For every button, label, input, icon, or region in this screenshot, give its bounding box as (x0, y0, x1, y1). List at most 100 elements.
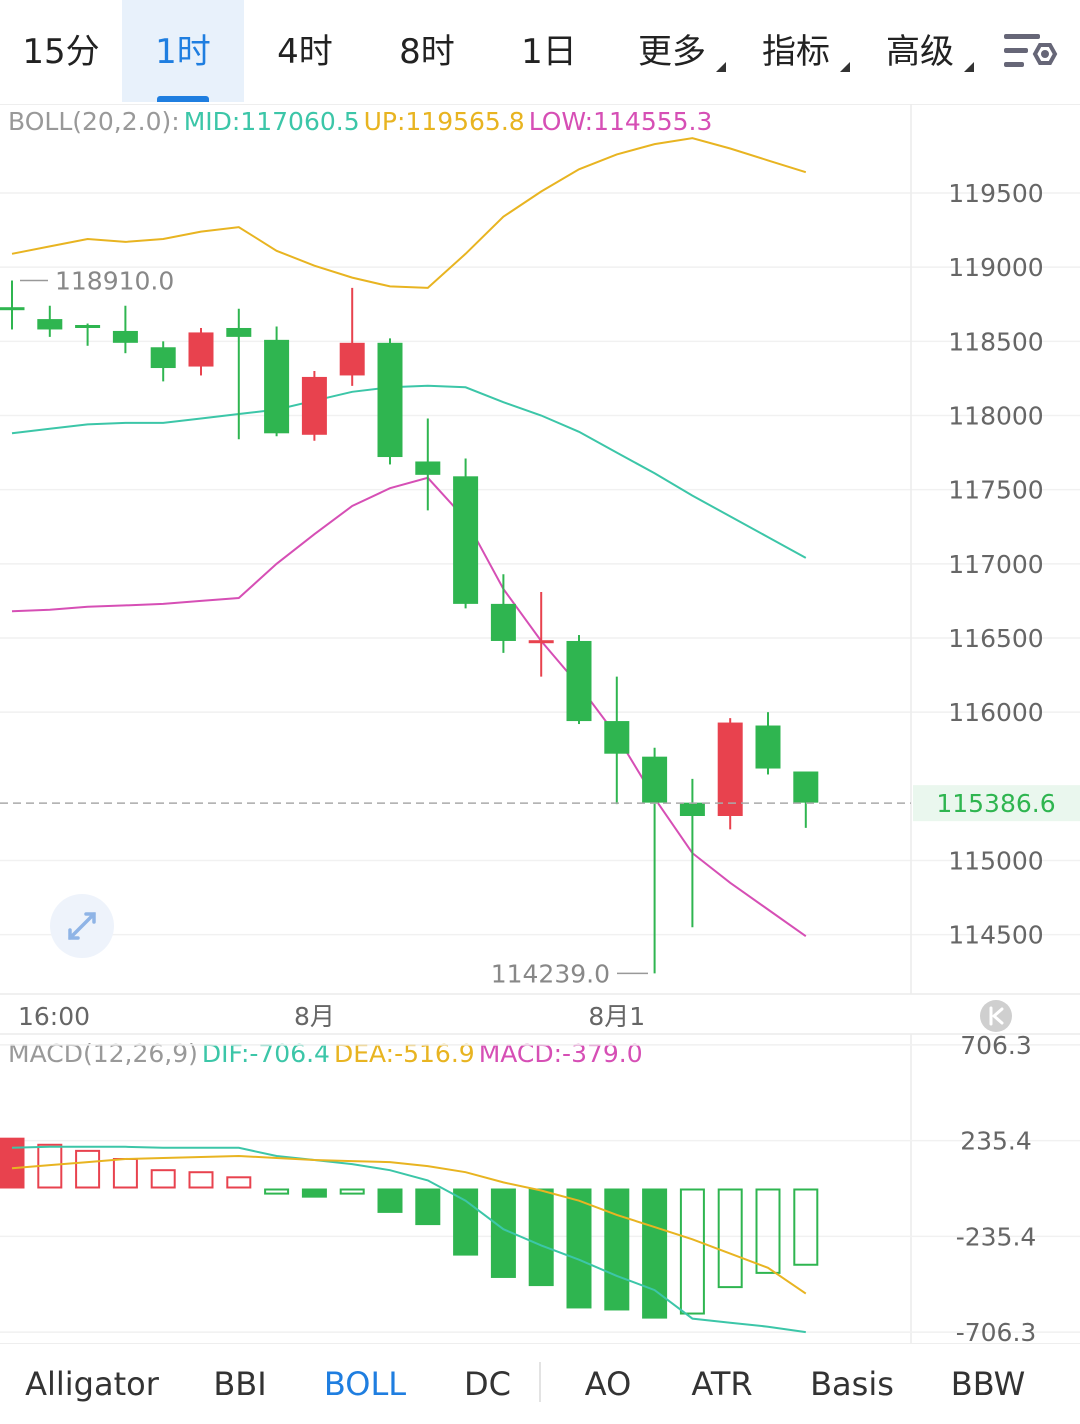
y-axis-tick-label: 116000 (948, 698, 1043, 727)
candle-body (377, 342, 403, 458)
macd-histogram-bar (301, 1188, 327, 1198)
active-tab-indicator (157, 96, 209, 102)
low-marker-label: 114239.0 (491, 959, 610, 988)
y-axis-tick-label: 119500 (948, 179, 1043, 208)
macd-histogram-bar (75, 1149, 101, 1189)
macd-histogram-bar (188, 1171, 214, 1189)
macd-histogram-bar (642, 1188, 668, 1319)
indicator-tab-dc[interactable]: DC (464, 1365, 511, 1403)
current-price-badge (913, 785, 1080, 822)
y-axis-tick-label: 118500 (948, 327, 1043, 356)
y-axis-tick-label: 119000 (948, 253, 1043, 282)
candle-body (793, 771, 819, 803)
y-axis-tick-label: 114500 (948, 921, 1043, 950)
macd-dea-line (11, 1154, 807, 1295)
boll-legend-low: LOW:114555.3 (528, 107, 713, 136)
indicator-tab-bbw[interactable]: BBW (950, 1365, 1026, 1403)
boll-legend-up: UP:119565.8 (363, 107, 525, 136)
macd-y-tick-label: -235.4 (956, 1222, 1037, 1251)
boll-up-line (11, 137, 807, 289)
macd-histogram-bar (264, 1188, 290, 1195)
candle-body (150, 347, 176, 369)
candle-body (679, 802, 705, 816)
candle-body (37, 319, 63, 330)
candle-body (490, 603, 516, 641)
y-axis-tick-label: 117500 (948, 476, 1043, 505)
candle-body (528, 640, 554, 644)
x-axis-tick-label: 8月 (294, 1002, 335, 1031)
macd-histogram-bar (339, 1188, 365, 1195)
candle-body (642, 756, 668, 803)
tab-15m[interactable]: 15分 (22, 32, 100, 72)
timeframe-bar: 15分 1时 4时 8时 1日 更多 指标 高级 (0, 0, 1080, 105)
macd-legend: MACD(12,26,9) DIF:-706.4 DEA:-516.9 MACD:-3… (8, 1039, 647, 1068)
indicator-tab-bbi[interactable]: BBI (213, 1365, 267, 1403)
dropdown-arrow-icon (716, 62, 726, 72)
boll-legend-mid: MID:117060.5 (183, 107, 360, 136)
y-axis-tick-label: 118000 (948, 402, 1043, 431)
tab-more[interactable]: 更多 (610, 0, 734, 102)
macd-histogram-bar (377, 1188, 403, 1213)
macd-legend-name: MACD(12,26,9) (8, 1039, 198, 1068)
tab-8h[interactable]: 8时 (399, 32, 455, 72)
macd-histogram-bar (717, 1188, 743, 1289)
boll-mid-line (11, 384, 807, 559)
chart-settings-icon[interactable] (1002, 28, 1058, 78)
candle-body (301, 376, 327, 435)
candle-body (75, 325, 101, 328)
macd-histogram-bar (755, 1188, 781, 1274)
current-price-label: 115386.6 (936, 789, 1055, 818)
indicator-tab-atr[interactable]: ATR (691, 1365, 753, 1403)
macd-y-tick-label: 235.4 (960, 1127, 1032, 1156)
tab-4h[interactable]: 4时 (277, 32, 333, 72)
candle-body (0, 307, 25, 311)
candle-body (339, 342, 365, 376)
candle-body (226, 327, 252, 337)
price-chart[interactable]: 115386.6 118910.0 114239.0 119500 119000 118… (0, 0, 1080, 1343)
macd-histogram-bar (0, 1137, 25, 1189)
tab-1d[interactable]: 1日 (521, 32, 577, 72)
candle-body (755, 725, 781, 769)
tab-divider (539, 1362, 541, 1402)
dropdown-arrow-icon (964, 62, 974, 72)
candle-body (188, 332, 214, 367)
macd-histogram-bar (528, 1188, 554, 1287)
indicator-tab-basis[interactable]: Basis (810, 1365, 894, 1403)
candle-body (604, 721, 630, 754)
y-axis-tick-label: 117000 (948, 550, 1043, 579)
candle-body (717, 722, 743, 816)
candle-body (415, 461, 441, 475)
tab-indicators[interactable]: 指标 (734, 0, 858, 102)
x-axis-tick-label: 8月1 (588, 1002, 645, 1031)
macd-dif-line (11, 1145, 806, 1334)
y-axis-tick-label: 115000 (948, 847, 1043, 876)
indicator-tab-alligator[interactable]: Alligator (25, 1365, 159, 1403)
macd-histogram-bar (793, 1188, 819, 1266)
indicator-tab-ao[interactable]: AO (584, 1365, 632, 1403)
macd-legend-macd: MACD:-379.0 (478, 1039, 643, 1068)
tab-advanced[interactable]: 高级 (858, 0, 982, 102)
candle-body (112, 330, 138, 343)
indicator-tab-boll[interactable]: BOLL (323, 1365, 407, 1403)
tab-1h[interactable]: 1时 (122, 0, 244, 102)
boll-low-line (11, 476, 807, 938)
candle-body (453, 476, 479, 604)
macd-histogram-bar (226, 1176, 252, 1189)
macd-legend-dif: DIF:-706.4 (201, 1039, 330, 1068)
macd-legend-dea: DEA:-516.9 (333, 1039, 475, 1068)
macd-histogram-bar (415, 1188, 441, 1226)
macd-y-tick-label: 706.3 (960, 1031, 1032, 1060)
boll-legend: BOLL(20,2.0): MID:117060.5 UP:119565.8 LOW:… (8, 107, 716, 136)
boll-legend-name: BOLL(20,2.0): (8, 107, 180, 136)
candle-body (566, 640, 592, 722)
high-marker-label: 118910.0 (55, 267, 174, 296)
macd-histogram-bar (604, 1188, 630, 1311)
macd-histogram-bar (112, 1158, 138, 1189)
macd-histogram-bar (453, 1188, 479, 1256)
expand-chart-button[interactable] (50, 894, 114, 958)
macd-histogram-bar (679, 1188, 705, 1315)
y-axis-tick-label: 116500 (948, 624, 1043, 653)
candle-body (264, 339, 290, 434)
macd-histogram-bar (566, 1188, 592, 1309)
scroll-to-latest-button[interactable] (980, 1000, 1012, 1032)
